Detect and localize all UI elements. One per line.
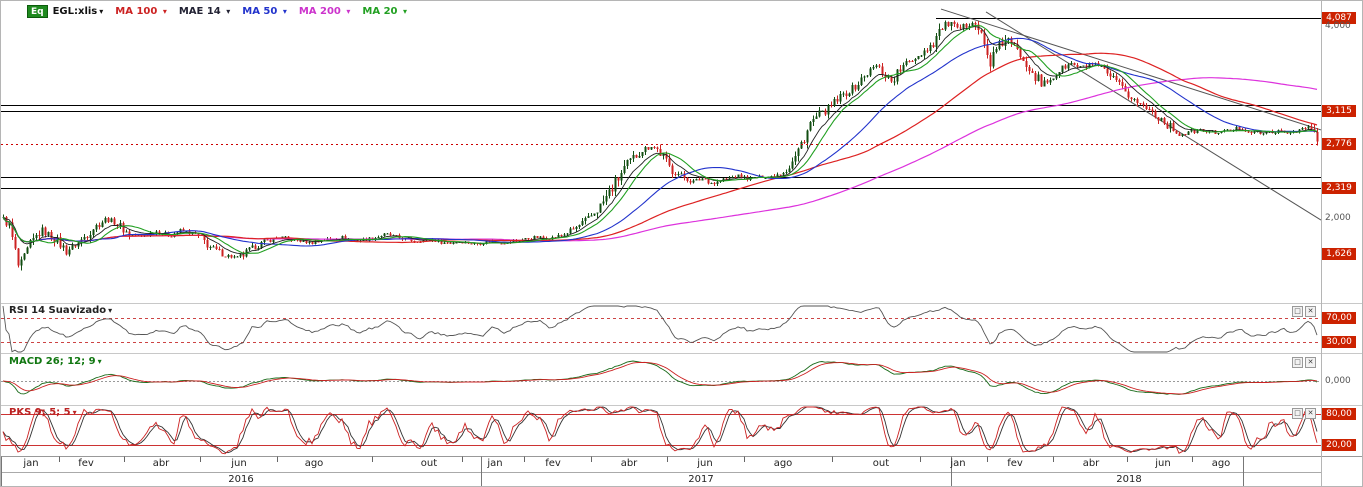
time-axis-month-label: jan (23, 458, 39, 469)
toolbar-indicator-ma-100[interactable]: MA 100 ▾ (115, 6, 167, 17)
rsi-level-label: 30,00 (1322, 336, 1356, 348)
time-axis-month-label: abr (1082, 458, 1100, 469)
macd-panel-title-label: MACD 26; 12; 9 (9, 356, 96, 367)
time-axis-year-label: 2018 (1116, 474, 1142, 485)
time-axis-year-label: 2017 (688, 474, 714, 485)
time-axis-month-label: jun (697, 458, 713, 469)
macd-panel-title[interactable]: MACD 26; 12; 9 ▾ (9, 356, 102, 367)
panel-maximize-button[interactable]: □ (1292, 408, 1303, 419)
price-alert-label: 1,626 (1322, 248, 1356, 260)
pks-panel-title[interactable]: PKS 9; 5; 5 ▾ (9, 407, 77, 418)
panel-close-button[interactable]: ✕ (1305, 357, 1316, 368)
time-axis-month-label: jun (231, 458, 247, 469)
time-axis-month-label: jan (487, 458, 503, 469)
time-axis-month-label: jun (1155, 458, 1171, 469)
chevron-down-icon: ▾ (162, 7, 167, 16)
time-axis-month-label: ago (1211, 458, 1231, 469)
rsi-level-label: 70,00 (1322, 312, 1356, 324)
time-axis-month-label: jan (950, 458, 966, 469)
price-alert-label: 3,115 (1322, 105, 1356, 118)
time-axis-month-label: fev (1007, 458, 1023, 469)
pks-panel-controls: □ ✕ (1292, 408, 1316, 419)
macd-level-label: 0,000 (1325, 376, 1351, 386)
time-axis-month-label: ago (304, 458, 324, 469)
panel-close-button[interactable]: ✕ (1305, 306, 1316, 317)
pks-level-label: 20,00 (1322, 439, 1356, 452)
axis-scale-label: 4,000 (1325, 21, 1351, 32)
toolbar-indicator-ma-50[interactable]: MA 50 ▾ (242, 6, 287, 17)
chevron-down-icon: ▾ (282, 7, 287, 16)
price-alert-label: 4,087 (1322, 12, 1356, 24)
indicator-list: MA 100 ▾ MAE 14 ▾ MA 50 ▾ MA 200 ▾ MA 20 ▾ (103, 6, 407, 17)
panel-maximize-button[interactable]: □ (1292, 357, 1303, 368)
time-axis-month-label: fev (545, 458, 561, 469)
time-axis-month-label: fev (78, 458, 94, 469)
time-axis-month-label: abr (620, 458, 638, 469)
panel-close-button[interactable]: ✕ (1305, 408, 1316, 419)
chevron-down-icon: ▾ (226, 7, 231, 16)
chevron-down-icon: ▾ (97, 357, 102, 366)
chart-toolbar: Eq EGL:xlis ▾ MA 100 ▾ MAE 14 ▾ MA 50 ▾ MA 2… (27, 4, 407, 19)
price-alert-label: 2,319 (1322, 181, 1356, 194)
pks-level-label: 80,00 (1322, 408, 1356, 421)
toolbar-indicator-mae-14[interactable]: MAE 14 ▾ (178, 6, 231, 17)
toolbar-indicator-ma-20[interactable]: MA 20 ▾ (362, 6, 407, 17)
macd-panel-controls: □ ✕ (1292, 357, 1316, 368)
panel-maximize-button[interactable]: □ (1292, 306, 1303, 317)
symbol-selector[interactable]: EGL:xlis ▾ (53, 6, 104, 17)
time-axis-year-label: 2016 (228, 474, 254, 485)
chevron-down-icon: ▾ (402, 7, 407, 16)
chevron-down-icon: ▾ (108, 306, 113, 315)
toolbar-indicator-ma-200[interactable]: MA 200 ▾ (298, 6, 351, 17)
rsi-panel-title-label: RSI 14 Suavizado (9, 305, 107, 316)
instrument-type-badge: Eq (27, 5, 48, 18)
symbol-label: EGL:xlis (52, 6, 98, 17)
time-axis-month-label: out (420, 458, 438, 469)
time-axis-month-label: abr (152, 458, 170, 469)
rsi-panel-controls: □ ✕ (1292, 306, 1316, 317)
chevron-down-icon: ▾ (72, 408, 77, 417)
time-axis-month-label: ago (773, 458, 793, 469)
pks-panel-title-label: PKS 9; 5; 5 (9, 407, 71, 418)
rsi-panel-title[interactable]: RSI 14 Suavizado ▾ (9, 305, 112, 316)
axis-scale-label: 2,000 (1325, 213, 1351, 224)
price-alert-label: 2,776 (1322, 137, 1356, 150)
time-axis-month-label: out (872, 458, 890, 469)
chevron-down-icon: ▾ (99, 7, 104, 16)
chevron-down-icon: ▾ (346, 7, 351, 16)
